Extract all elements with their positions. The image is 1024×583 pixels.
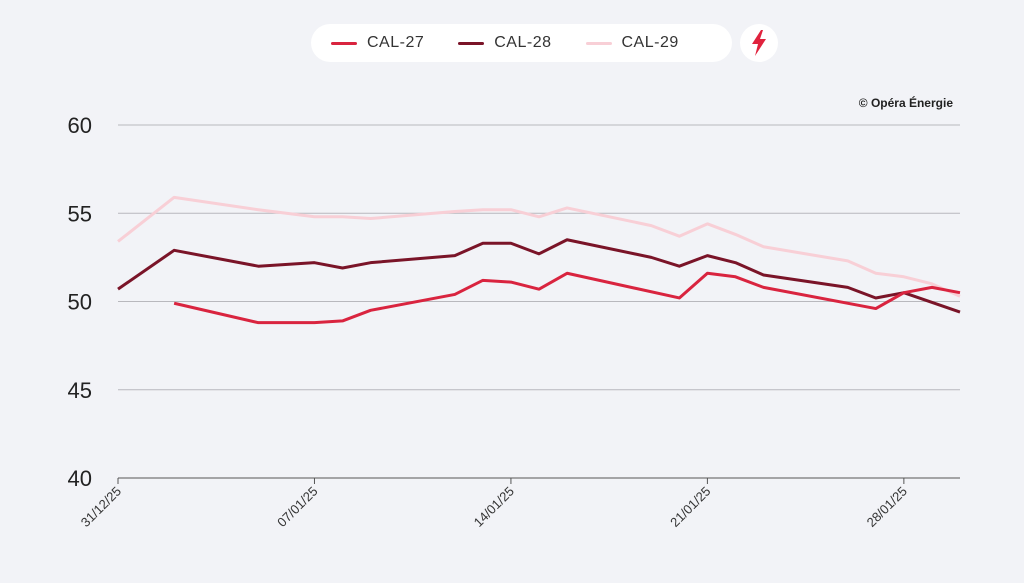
series-line-cal-28 [117, 238, 961, 314]
legend-swatch [585, 41, 612, 45]
legend-swatch [458, 41, 485, 45]
chart-legend: CAL-27 CAL-28 CAL-29 [311, 24, 732, 62]
x-tick-label: 07/01/25 [274, 484, 320, 530]
series-line-cal-27 [173, 271, 961, 325]
lightning-bolt-icon[interactable] [740, 24, 778, 62]
x-tick-label: 14/01/25 [471, 484, 517, 530]
legend-item-cal-29[interactable]: CAL-29 [585, 34, 679, 52]
legend-item-cal-27[interactable]: CAL-27 [331, 34, 424, 52]
y-tick-label: 50 [68, 290, 92, 315]
y-tick-label: 55 [68, 201, 92, 226]
y-tick-label: 45 [68, 378, 92, 403]
y-tick-label: 40 [68, 466, 92, 491]
y-tick-label: 60 [68, 113, 92, 138]
legend-label: CAL-27 [367, 34, 425, 51]
legend-swatch [331, 41, 357, 45]
x-tick-label: 28/01/25 [864, 484, 910, 530]
legend-label: CAL-29 [621, 34, 679, 51]
series-line-cal-29 [117, 195, 961, 298]
legend-item-cal-28[interactable]: CAL-28 [458, 34, 551, 52]
legend-label: CAL-28 [494, 34, 552, 51]
copyright-credit: © Opéra Énergie [858, 96, 953, 110]
x-tick-label: 21/01/25 [667, 484, 713, 530]
